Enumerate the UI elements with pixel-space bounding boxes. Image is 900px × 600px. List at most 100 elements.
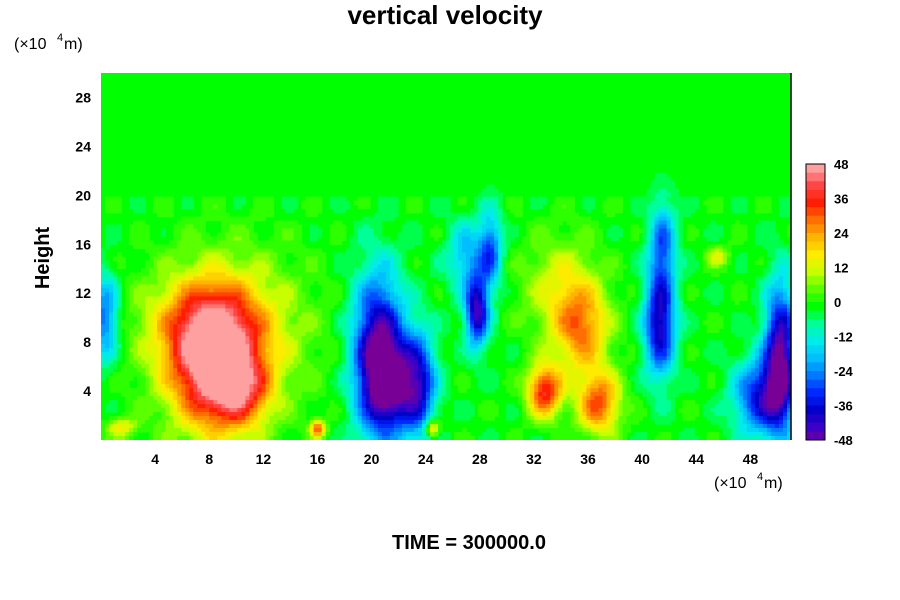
field-cell [353, 304, 359, 309]
field-cell [105, 308, 110, 313]
field-cell [526, 252, 531, 258]
field-cell [209, 304, 214, 309]
field-cell [225, 292, 230, 297]
field-cell [526, 336, 531, 341]
field-cell [482, 312, 487, 317]
field-cell [706, 204, 712, 210]
field-cell [574, 236, 579, 242]
field-cell [538, 316, 543, 321]
field-cell [502, 220, 507, 226]
field-cell [702, 292, 708, 297]
field-cell [317, 252, 323, 258]
field-cell [714, 256, 720, 262]
field-cell [425, 308, 431, 313]
field-cell [486, 320, 491, 325]
field-cell [417, 228, 423, 234]
y-unit-suffix: m) [64, 36, 83, 53]
field-cell [441, 256, 447, 262]
field-cell [261, 216, 267, 222]
field-cell [534, 216, 539, 222]
field-cell [309, 228, 315, 234]
field-cell [662, 248, 668, 254]
field-cell [686, 256, 692, 262]
field-cell [498, 276, 503, 282]
field-cell [522, 340, 527, 345]
field-cell [245, 328, 251, 333]
field-cell [470, 280, 475, 286]
field-cell [758, 260, 764, 266]
field-cell [618, 304, 624, 309]
field-cell [582, 204, 588, 210]
field-cell [786, 232, 791, 238]
field-cell [141, 208, 146, 214]
field-cell [514, 224, 519, 230]
field-cell [638, 268, 644, 274]
field-cell [241, 236, 247, 242]
field-cell [225, 320, 230, 325]
field-cell [109, 304, 114, 309]
field-cell [401, 304, 407, 309]
field-cell [269, 196, 275, 202]
field-cell [245, 320, 251, 325]
field-cell [502, 232, 507, 238]
field-cell [221, 220, 226, 226]
field-cell [478, 324, 483, 329]
field-cell [778, 252, 784, 258]
field-cell [413, 200, 419, 206]
field-cell [301, 264, 307, 270]
field-cell [185, 236, 190, 242]
field-cell [622, 320, 628, 325]
field-cell [678, 308, 684, 313]
field-cell [137, 304, 142, 309]
field-cell [389, 204, 395, 210]
field-cell [297, 328, 303, 333]
field-cell [221, 268, 226, 274]
field-cell [297, 228, 303, 234]
field-cell [462, 228, 467, 234]
field-cell [578, 272, 583, 278]
field-cell [185, 264, 190, 270]
field-cell [337, 316, 343, 321]
field-cell [538, 336, 543, 341]
field-cell [498, 220, 503, 226]
field-cell [437, 292, 443, 297]
field-cell [273, 324, 279, 329]
field-cell [490, 296, 495, 301]
field-cell [273, 228, 279, 234]
field-cell [149, 248, 154, 254]
field-cell [462, 212, 467, 218]
field-cell [530, 264, 535, 270]
field-cell [133, 312, 138, 317]
field-cell [249, 228, 255, 234]
field-cell [658, 276, 664, 282]
field-cell [490, 188, 495, 194]
field-cell [113, 236, 118, 242]
field-cell [353, 272, 359, 278]
field-cell [786, 212, 791, 218]
field-cell [161, 304, 166, 309]
field-cell [446, 264, 451, 270]
field-cell [558, 256, 563, 262]
field-cell [658, 280, 664, 286]
field-cell [538, 200, 543, 206]
field-cell [666, 228, 672, 234]
field-cell [466, 316, 471, 321]
field-cell [189, 264, 194, 270]
field-cell [301, 272, 307, 278]
field-cell [558, 216, 563, 222]
field-cell [329, 228, 335, 234]
field-cell [658, 300, 664, 305]
field-cell [329, 296, 335, 301]
field-cell [766, 260, 772, 266]
field-cell [129, 324, 134, 329]
field-cell [470, 284, 475, 290]
field-cell [129, 236, 134, 242]
field-cell [570, 296, 575, 301]
field-cell [578, 252, 583, 258]
field-cell [401, 340, 407, 345]
field-cell [658, 204, 664, 210]
field-cell [157, 268, 162, 274]
field-cell [762, 268, 768, 274]
field-cell [718, 316, 724, 321]
field-cell [353, 200, 359, 206]
